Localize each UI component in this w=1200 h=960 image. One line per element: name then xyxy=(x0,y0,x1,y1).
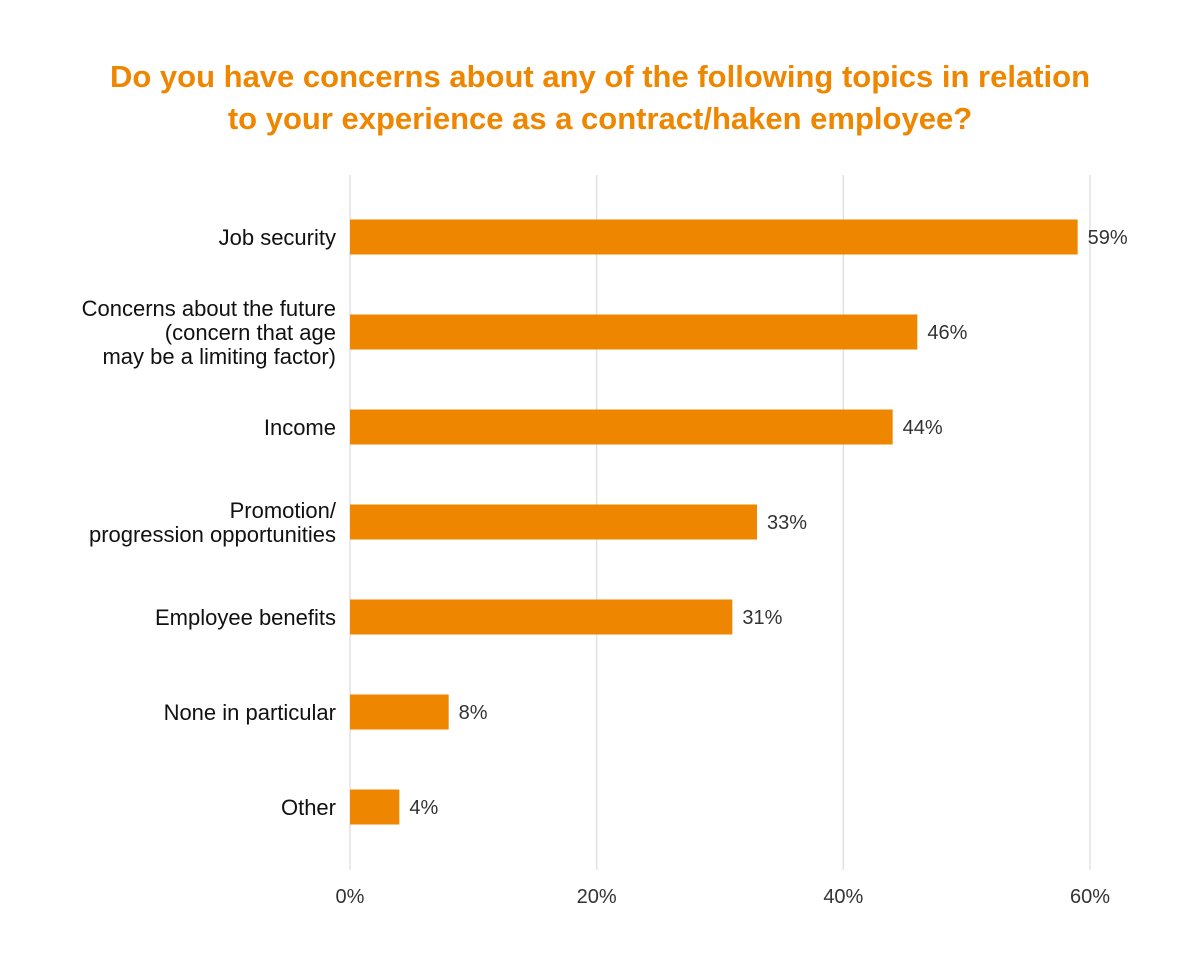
bar xyxy=(350,789,400,825)
bar xyxy=(350,599,733,635)
x-tick-label: 60% xyxy=(1070,886,1110,908)
bar xyxy=(350,314,918,350)
category-label: (concern that age xyxy=(165,320,336,345)
category-label: Income xyxy=(264,415,336,440)
bar xyxy=(350,219,1078,255)
value-label: 4% xyxy=(409,797,438,819)
bar xyxy=(350,694,449,730)
x-tick-label: 20% xyxy=(577,886,617,908)
value-label: 59% xyxy=(1088,227,1128,249)
category-label: Job security xyxy=(219,225,336,250)
category-label: Concerns about the future xyxy=(82,296,336,321)
x-tick-label: 40% xyxy=(823,886,863,908)
value-label: 8% xyxy=(459,702,488,724)
chart-title: Do you have concerns about any of the fo… xyxy=(0,56,1200,140)
value-label: 44% xyxy=(903,417,943,439)
category-label: progression opportunities xyxy=(89,522,336,547)
category-label: may be a limiting factor) xyxy=(102,344,336,369)
chart-title-line-1: Do you have concerns about any of the fo… xyxy=(109,59,1091,94)
value-label: 31% xyxy=(742,607,782,629)
category-label: Other xyxy=(281,795,336,820)
value-label: 46% xyxy=(927,322,967,344)
bar xyxy=(350,504,757,540)
bar xyxy=(350,409,893,445)
category-label: Employee benefits xyxy=(155,605,336,630)
chart-title-line-2: to your experience as a contract/haken e… xyxy=(227,101,973,136)
category-label: Promotion/ xyxy=(230,498,337,523)
category-label: None in particular xyxy=(164,700,336,725)
value-label: 33% xyxy=(767,512,807,534)
x-tick-label: 0% xyxy=(336,886,365,908)
